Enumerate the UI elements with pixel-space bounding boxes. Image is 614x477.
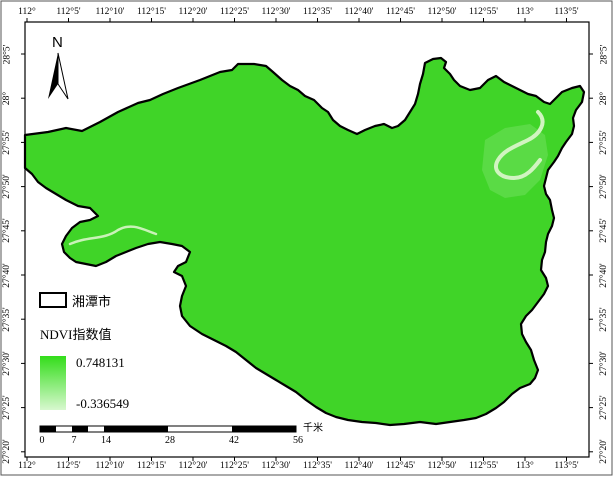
- longitude-label: 112°50': [427, 461, 457, 471]
- latitude-label: 27°45': [599, 218, 610, 244]
- longitude-label: 113°: [516, 461, 534, 471]
- longitude-label: 112°45': [386, 461, 415, 471]
- latitude-label: 27°50': [2, 174, 13, 199]
- boundary-legend-label: 湘潭市: [72, 294, 112, 309]
- longitude-label: 112°15': [137, 461, 166, 471]
- longitude-label: 112°35': [303, 7, 332, 17]
- latitude-label: 27°20': [599, 439, 610, 465]
- longitude-label: 112°40': [344, 461, 374, 471]
- ndvi-min-value: -0.336549: [76, 396, 130, 411]
- longitude-label: 112°: [18, 461, 36, 471]
- longitude-label: 112°25': [220, 461, 249, 471]
- longitude-label: 112°55': [469, 7, 498, 17]
- longitude-label: 112°20': [178, 7, 208, 17]
- longitude-label: 112°20': [178, 461, 208, 471]
- boundary-legend-swatch: [39, 292, 67, 308]
- scale-tick-label: 42: [229, 435, 239, 446]
- latitude-label: 27°50': [599, 174, 610, 199]
- latitude-label: 28°5': [599, 44, 610, 64]
- scale-tick-label: 28: [165, 435, 175, 446]
- latitude-label: 27°20': [2, 439, 13, 465]
- latitude-label: 28°5': [2, 44, 13, 64]
- longitude-label: 113°5': [554, 7, 579, 17]
- longitude-label: 112°45': [386, 7, 415, 17]
- ndvi-legend-title: NDVI指数值: [40, 327, 112, 342]
- longitude-label: 112°10': [95, 7, 125, 17]
- longitude-label: 112°55': [469, 461, 498, 471]
- longitude-label: 112°25': [220, 7, 249, 17]
- longitude-label: 113°: [516, 7, 534, 17]
- xiang-river: [494, 110, 545, 181]
- scale-tick-label: 56: [293, 435, 303, 446]
- longitude-label: 112°30': [261, 7, 291, 17]
- scale-tick-label: 0: [39, 435, 45, 446]
- latitude-label: 27°55': [2, 130, 13, 155]
- longitude-label: 112°50': [427, 7, 457, 17]
- lianshui-river: [68, 225, 158, 246]
- latitude-label: 27°55': [599, 130, 610, 155]
- xiangtan-region: [23, 56, 586, 427]
- scale-tick-label: 7: [71, 435, 77, 446]
- longitude-label: 113°5': [554, 461, 579, 471]
- longitude-label: 112°10': [95, 461, 125, 471]
- latitude-label: 27°40': [599, 262, 610, 288]
- north-label: N: [52, 34, 63, 51]
- map-frame: [24, 21, 590, 458]
- latitude-label: 27°30': [2, 351, 13, 376]
- latitude-label: 27°30': [599, 351, 610, 376]
- latitude-label: 27°45': [2, 218, 13, 244]
- longitude-label: 112°5': [56, 461, 81, 471]
- longitude-label: 112°35': [303, 461, 332, 471]
- ndvi-color-ramp: [40, 356, 66, 410]
- latitude-label: 27°25': [2, 395, 13, 420]
- scale-bar: [39, 425, 297, 433]
- graticule-ticks: [21, 18, 593, 461]
- latitude-label: 27°25': [599, 395, 610, 420]
- scale-unit-label: 千米: [303, 423, 323, 434]
- longitude-label: 112°5': [56, 7, 81, 17]
- latitude-label: 28°: [2, 91, 12, 105]
- longitude-label: 112°30': [261, 461, 291, 471]
- latitude-label: 28°: [599, 91, 609, 105]
- latitude-label: 27°40': [2, 262, 13, 288]
- ndvi-max-value: 0.748131: [76, 355, 125, 370]
- latitude-label: 27°35': [2, 306, 13, 332]
- scale-tick-label: 14: [101, 435, 111, 446]
- longitude-label: 112°40': [344, 7, 374, 17]
- latitude-label: 27°35': [599, 306, 610, 332]
- north-arrow-icon: [48, 52, 69, 100]
- longitude-label: 112°15': [137, 7, 166, 17]
- urban-texture: [482, 124, 548, 198]
- longitude-label: 112°: [18, 7, 36, 17]
